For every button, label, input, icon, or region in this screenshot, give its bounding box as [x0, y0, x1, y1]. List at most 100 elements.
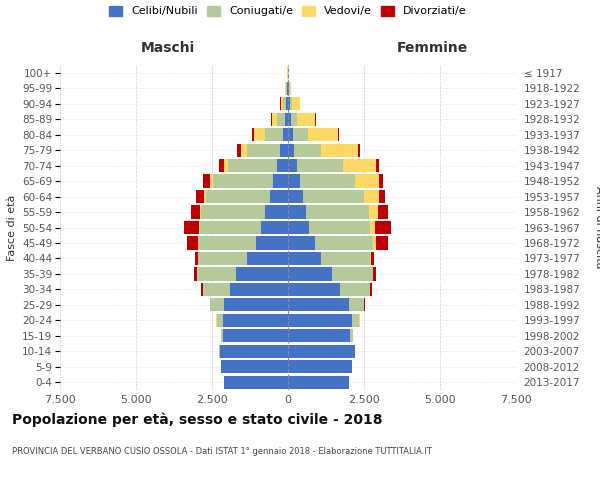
Bar [355, 174, 379, 188]
Bar [338, 128, 340, 141]
Bar [374, 221, 391, 234]
Bar [316, 236, 373, 250]
Bar [288, 221, 309, 234]
Bar [272, 112, 277, 126]
Legend: Celibi/Nubili, Coniugati/e, Vedovi/e, Divorziati/e: Celibi/Nubili, Coniugati/e, Vedovi/e, Di… [109, 6, 467, 16]
Bar [294, 144, 322, 156]
Bar [218, 159, 224, 172]
Bar [322, 252, 370, 265]
Bar [223, 314, 288, 327]
Bar [368, 206, 377, 218]
Bar [297, 112, 316, 126]
Bar [199, 236, 256, 250]
Bar [274, 174, 288, 188]
Bar [303, 190, 364, 203]
Bar [288, 82, 289, 95]
Bar [187, 236, 198, 250]
Bar [379, 190, 385, 203]
Bar [270, 190, 288, 203]
Bar [223, 330, 288, 342]
Bar [288, 190, 303, 203]
Bar [221, 330, 223, 342]
Bar [224, 159, 228, 172]
Bar [288, 174, 300, 188]
Bar [288, 206, 306, 218]
Bar [283, 97, 286, 110]
Bar [228, 159, 277, 172]
Bar [288, 112, 291, 126]
Bar [291, 112, 297, 126]
Bar [288, 314, 352, 327]
Bar [202, 206, 265, 218]
Bar [201, 283, 203, 296]
Bar [379, 174, 383, 188]
Bar [288, 283, 340, 296]
Text: Popolazione per età, sesso e stato civile - 2018: Popolazione per età, sesso e stato civil… [12, 412, 383, 427]
Bar [260, 221, 288, 234]
Bar [340, 283, 370, 296]
Bar [224, 376, 288, 389]
Bar [288, 376, 349, 389]
Bar [271, 112, 272, 126]
Text: Maschi: Maschi [141, 42, 195, 56]
Bar [230, 283, 288, 296]
Bar [196, 190, 204, 203]
Bar [293, 128, 308, 141]
Bar [277, 159, 288, 172]
Bar [265, 206, 288, 218]
Bar [377, 206, 388, 218]
Bar [280, 144, 288, 156]
Bar [288, 344, 355, 358]
Bar [297, 159, 343, 172]
Bar [286, 82, 287, 95]
Bar [253, 128, 254, 141]
Bar [247, 252, 288, 265]
Bar [308, 128, 338, 141]
Bar [288, 159, 297, 172]
Bar [288, 97, 290, 110]
Bar [203, 283, 230, 296]
Bar [288, 252, 322, 265]
Bar [256, 236, 288, 250]
Bar [221, 360, 288, 374]
Bar [194, 268, 197, 280]
Bar [370, 283, 372, 296]
Bar [370, 221, 374, 234]
Bar [309, 221, 370, 234]
Bar [286, 97, 288, 110]
Bar [373, 236, 376, 250]
Bar [332, 268, 373, 280]
Bar [241, 144, 247, 156]
Text: PROVINCIA DEL VERBANO CUSIO OSSOLA - Dati ISTAT 1° gennaio 2018 - Elaborazione T: PROVINCIA DEL VERBANO CUSIO OSSOLA - Dat… [12, 448, 432, 456]
Bar [203, 174, 209, 188]
Bar [358, 144, 361, 156]
Bar [350, 330, 353, 342]
Bar [247, 144, 280, 156]
Bar [285, 112, 288, 126]
Bar [376, 159, 379, 172]
Bar [288, 298, 349, 312]
Bar [265, 128, 283, 141]
Bar [373, 268, 376, 280]
Bar [281, 97, 283, 110]
Bar [343, 159, 376, 172]
Bar [184, 221, 199, 234]
Bar [200, 206, 202, 218]
Bar [285, 82, 286, 95]
Bar [300, 174, 355, 188]
Bar [224, 298, 288, 312]
Bar [352, 314, 359, 327]
Bar [220, 344, 288, 358]
Bar [288, 330, 350, 342]
Bar [287, 82, 288, 95]
Bar [288, 144, 294, 156]
Bar [217, 314, 223, 327]
Bar [209, 174, 212, 188]
Bar [197, 268, 236, 280]
Bar [290, 97, 292, 110]
Bar [288, 128, 293, 141]
Bar [288, 360, 352, 374]
Bar [212, 174, 274, 188]
Bar [322, 144, 358, 156]
Bar [370, 252, 371, 265]
